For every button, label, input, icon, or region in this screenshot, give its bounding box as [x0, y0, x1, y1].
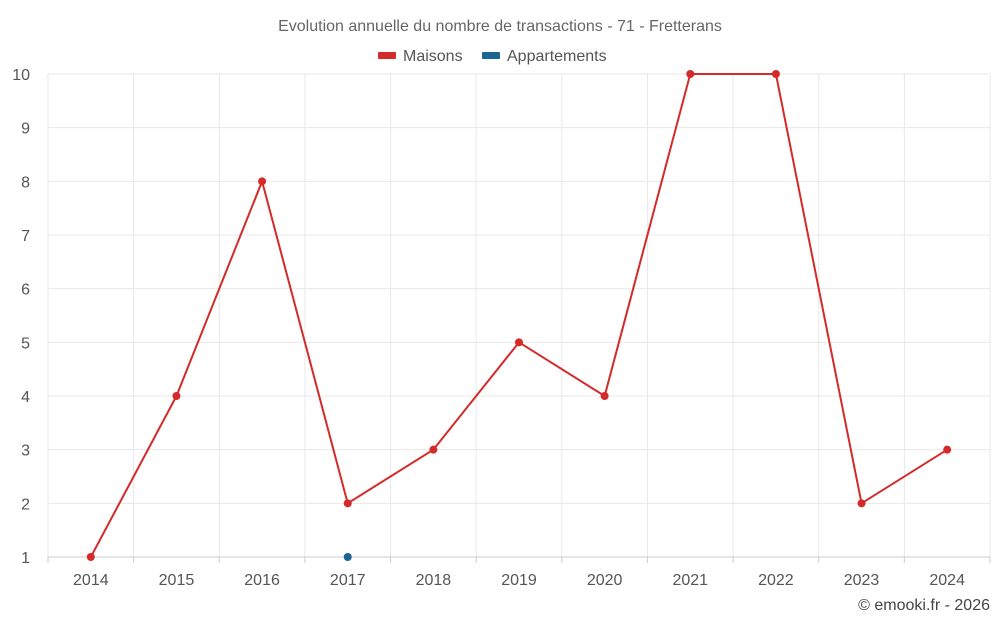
y-tick-label: 7 — [21, 228, 30, 245]
series-maisons — [86, 70, 952, 561]
data-point-maisons-2022[interactable] — [771, 70, 780, 78]
data-point-maisons-2019[interactable] — [515, 338, 523, 347]
legend-label-appartements: Appartements — [507, 48, 607, 65]
y-tick-label: 8 — [21, 174, 30, 191]
series-appartements — [343, 553, 352, 561]
x-tick-label: 2015 — [159, 572, 195, 589]
data-point-maisons-2014[interactable] — [86, 553, 95, 561]
x-axis-ticks: 2014 2015 2016 2017 2018 2019 2020 2021 2022 2023… — [73, 572, 965, 589]
legend-item-maisons[interactable]: Maisons — [378, 48, 463, 65]
y-tick-label: 2 — [21, 496, 30, 513]
x-tick-label: 2014 — [73, 572, 109, 589]
data-point-maisons-2016[interactable] — [258, 177, 267, 186]
y-tick-label: 1 — [21, 550, 30, 567]
y-tick-label: 4 — [21, 389, 30, 406]
legend-swatch-maisons — [378, 52, 396, 59]
data-point-maisons-2021[interactable] — [686, 70, 695, 78]
y-tick-label: 9 — [21, 121, 30, 138]
data-point-maisons-2017[interactable] — [343, 499, 352, 508]
x-tick-label: 2023 — [844, 572, 880, 589]
x-tick-label: 2022 — [758, 572, 794, 589]
y-tick-label: 3 — [21, 443, 30, 460]
x-tick-label: 2018 — [416, 572, 452, 589]
credit-text: © emooki.fr - 2026 — [858, 597, 990, 614]
legend: Maisons Appartements — [378, 48, 607, 65]
x-tick-label: 2024 — [929, 572, 965, 589]
x-tick-label: 2017 — [330, 572, 366, 589]
data-point-appartements-2017[interactable] — [343, 553, 352, 561]
data-point-maisons-2023[interactable] — [857, 499, 866, 508]
legend-swatch-appartements — [482, 52, 500, 59]
x-tick-label: 2019 — [501, 572, 537, 589]
axes — [47, 556, 991, 563]
legend-item-appartements[interactable]: Appartements — [482, 48, 607, 65]
chart-title: Evolution annuelle du nombre de transact… — [278, 18, 722, 35]
y-tick-label: 6 — [21, 282, 30, 299]
data-point-maisons-2018[interactable] — [429, 445, 438, 454]
x-tick-label: 2020 — [587, 572, 623, 589]
y-tick-label: 5 — [21, 335, 30, 352]
data-point-maisons-2015[interactable] — [172, 392, 181, 400]
legend-label-maisons: Maisons — [403, 48, 463, 65]
y-tick-label: 10 — [12, 67, 30, 84]
y-axis-ticks: 1 2 3 4 5 6 7 8 9 10 — [12, 67, 30, 567]
x-tick-label: 2021 — [672, 572, 708, 589]
data-point-maisons-2020[interactable] — [600, 392, 609, 400]
data-point-maisons-2024[interactable] — [943, 445, 952, 454]
x-tick-label: 2016 — [244, 572, 280, 589]
gridlines — [47, 73, 991, 558]
series — [86, 70, 952, 561]
